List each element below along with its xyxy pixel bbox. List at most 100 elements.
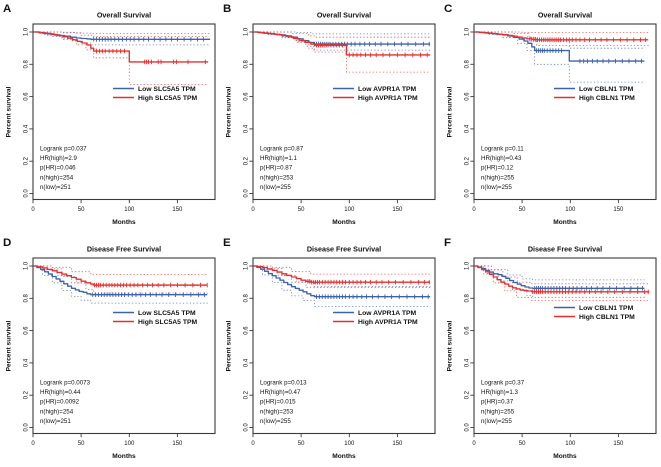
y-axis-label: Percent survival	[226, 86, 233, 137]
axis-ticks: 0 50 100 150 0.0 0.2 0.4 0.6 0.8 1.0	[244, 27, 404, 213]
survival-curves	[253, 31, 431, 58]
y-tick-label: 1.0	[464, 27, 470, 36]
stats-block: Logrank p=0.037 HR(high)=2.9 p(HR)=0.046…	[40, 145, 87, 190]
survival-curve-low	[473, 31, 645, 62]
ci-upper-high	[32, 265, 208, 275]
stat-logrank: Logrank p=0.013	[260, 379, 307, 386]
x-axis-label: Months	[112, 219, 136, 226]
y-tick-label: 0.6	[23, 92, 29, 101]
plot-title: Disease Free Survival	[527, 244, 601, 253]
x-axis-label: Months	[112, 452, 136, 459]
x-tick-label: 100	[345, 207, 356, 213]
confidence-bands	[473, 265, 650, 302]
legend: Low CBLN1 TPM High CBLN1 TPM	[553, 86, 635, 102]
panel-letter: C	[444, 3, 452, 15]
ci-upper-high	[473, 31, 648, 34]
km-plot-d: D Disease Free Survival 0 50 100 1500.00.20…	[3, 237, 216, 459]
stat-hr: HR(high)=0.43	[481, 155, 522, 162]
y-tick-label: 0.4	[464, 358, 470, 367]
plot-frame	[252, 256, 436, 434]
stat-nlow: n(low)=251	[40, 184, 71, 191]
y-tick-label: 0.0	[23, 422, 29, 431]
plot-title: Overall Survival	[537, 11, 591, 20]
plot-title: Overall Survival	[317, 11, 371, 20]
y-tick-label: 0.8	[23, 293, 29, 302]
stat-phr: p(HR)=0.046	[40, 165, 76, 172]
plot-frame	[32, 256, 216, 434]
stat-nhigh: n(high)=255	[481, 174, 515, 181]
y-tick-label: 0.8	[23, 59, 29, 68]
legend-label-low: Low SLC5A5 TPM	[138, 86, 196, 93]
y-tick-label: 0.8	[244, 59, 250, 68]
stat-nlow: n(low)=255	[260, 184, 291, 191]
x-tick-label: 0	[252, 440, 256, 446]
stat-logrank: Logrank p=0.11	[481, 145, 524, 152]
ci-lower-high	[32, 265, 208, 295]
legend-label-high: High CBLN1 TPM	[579, 314, 635, 321]
y-tick-label: 1.0	[23, 27, 29, 36]
y-axis-label: Percent survival	[446, 86, 453, 137]
axis-ticks: 0 50 100 150 0.0 0.2 0.4 0.6 0.8 1.0	[23, 261, 183, 447]
x-tick-label: 150	[613, 207, 624, 213]
legend: Low AVPR1A TPM High AVPR1A TPM	[333, 86, 418, 102]
ci-lower-low	[253, 31, 431, 52]
y-tick-label: 1.0	[244, 27, 250, 36]
y-tick-label: 0.4	[244, 358, 250, 367]
plot-frame	[473, 23, 657, 201]
x-axis-label: Months	[333, 219, 357, 226]
survival-curve-high	[32, 31, 209, 63]
panel-letter: B	[223, 3, 231, 15]
y-tick-label: 0.6	[244, 325, 250, 334]
km-plot-b: B Overall Survival 0 50 100 150 0.0 0.2 0.4 0.6…	[223, 3, 436, 226]
stat-nlow: n(low)=251	[40, 417, 71, 424]
ci-upper-low	[473, 265, 645, 280]
ci-lower-high	[473, 265, 650, 302]
stat-hr: HR(high)=1.1	[260, 155, 298, 162]
stat-nlow: n(low)=255	[260, 417, 291, 424]
legend-label-high: High SLC5A5 TPM	[138, 95, 198, 102]
x-tick-label: 150	[393, 207, 404, 213]
y-tick-label: 0.8	[464, 59, 470, 68]
y-tick-label: 0.4	[464, 124, 470, 133]
y-tick-label: 0.2	[244, 390, 250, 399]
legend-label-high: High AVPR1A TPM	[358, 319, 418, 326]
survival-curves	[473, 264, 649, 294]
y-tick-label: 0.2	[23, 156, 29, 165]
ci-upper-low	[32, 265, 208, 286]
km-panel-d: D Disease Free Survival 0 50 100 150 0.0 0.2 0…	[0, 234, 220, 467]
y-tick-label: 0.0	[464, 422, 470, 431]
km-panel-a: A Overall Survival 0 50 100 150 0.0 0.2 0.4 0.6…	[0, 0, 220, 234]
km-panel-f: F Disease Free Survival 0 50 100 150 0.0 0.2 0…	[441, 234, 661, 467]
stat-phr: p(HR)=0.12	[481, 165, 514, 172]
y-tick-label: 0.6	[464, 92, 470, 101]
y-tick-label: 0.0	[244, 422, 250, 431]
legend: Low SLC5A5 TPM High SLC5A5 TPM	[112, 86, 198, 102]
x-axis-label: Months	[553, 452, 577, 459]
ci-lower-high	[253, 31, 431, 73]
survival-curve-low	[473, 264, 645, 289]
x-tick-label: 50	[298, 207, 305, 213]
y-axis-label: Percent survival	[226, 320, 233, 371]
survival-curves	[32, 264, 208, 297]
x-tick-label: 0	[472, 440, 476, 446]
stat-phr: p(HR)=0.87	[260, 165, 293, 172]
stats-block: Logrank p=0.0073 HR(high)=0.44 p(HR)=0.0…	[40, 379, 91, 424]
plot-frame	[473, 256, 657, 434]
legend-label-low: Low CBLN1 TPM	[579, 305, 634, 312]
ci-lower-low	[32, 31, 211, 46]
x-tick-label: 50	[78, 207, 85, 213]
legend-label-low: Low AVPR1A TPM	[358, 310, 416, 317]
stat-hr: HR(high)=0.47	[260, 389, 301, 396]
stat-hr: HR(high)=2.9	[40, 155, 78, 162]
legend: Low CBLN1 TPM High CBLN1 TPM	[553, 305, 635, 321]
panel-letter: E	[223, 237, 231, 249]
y-tick-label: 0.0	[464, 189, 470, 198]
plot-title: Disease Free Survival	[307, 244, 381, 253]
x-tick-label: 100	[565, 440, 576, 446]
panel-letter: F	[444, 237, 451, 249]
stat-nlow: n(low)=255	[481, 417, 512, 424]
y-tick-label: 1.0	[464, 261, 470, 270]
panel-letter: D	[3, 237, 11, 249]
y-axis-label: Percent survival	[5, 320, 12, 371]
axis-ticks: 0 50 100 150 0.0 0.2 0.4 0.6 0.8 1.0	[244, 261, 404, 447]
